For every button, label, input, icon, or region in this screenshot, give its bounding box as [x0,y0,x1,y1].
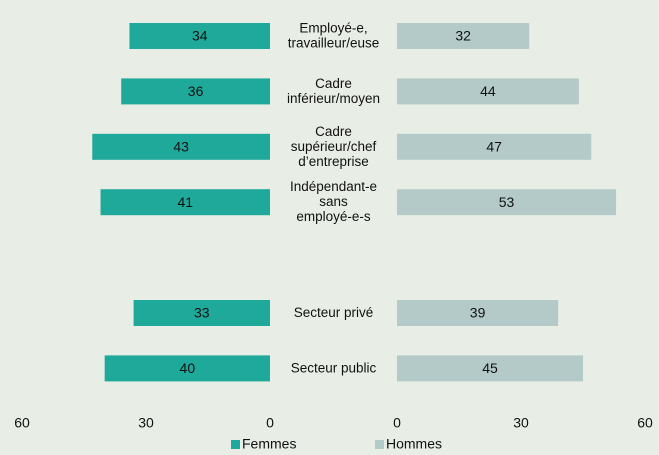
value-label: 33 [194,305,210,321]
value-label: 43 [173,139,189,155]
legend-label: Hommes [386,436,442,452]
category-label: Secteur public [291,360,377,375]
bar [397,133,592,160]
bar [397,355,583,382]
category-line: inférieur/moyen [287,90,380,105]
value-label: 44 [480,83,496,99]
bar [129,23,270,49]
category-line: sans [319,194,348,209]
category-line: Secteur privé [294,305,374,320]
category-line: Cadre [315,123,352,138]
x-tick-label: 0 [393,415,401,431]
value-label: 32 [455,28,471,44]
bar [397,300,559,326]
x-tick-label: 60 [637,415,653,431]
legend-swatch [375,440,384,449]
bar [397,189,617,216]
category-line: travailleur/euse [288,35,380,50]
value-label: 40 [180,360,196,376]
value-label: 34 [192,28,208,44]
bar [397,23,530,49]
category-line: Secteur public [291,360,377,375]
value-label: 36 [188,83,204,99]
category-line: employé-e-s [296,209,371,224]
category-line: d’entreprise [298,153,369,168]
value-label: 47 [486,139,502,155]
bar [100,189,271,216]
category-label: Cadre inférieur/moyen [287,75,380,105]
bar [397,78,579,105]
x-tick-label: 30 [138,415,154,431]
category-label: Cadre supérieur/chef d’entreprise [291,123,377,168]
value-label: 45 [482,360,498,376]
x-tick-label: 30 [513,415,529,431]
bar [104,355,271,382]
value-label: 41 [177,194,193,210]
category-line: Cadre [315,75,352,90]
category-line: Indépendant-e [290,179,377,194]
x-tick-label: 0 [266,415,274,431]
bar [133,300,270,326]
legend-label: Femmes [242,436,296,452]
category-label: Employé-e, travailleur/euse [288,20,380,50]
category-line: Employé-e, [299,20,367,35]
x-tick-label: 60 [14,415,30,431]
category-label: Indépendant-e sans employé-e-s [290,179,377,224]
category-label: Secteur privé [294,305,374,320]
bar [92,133,271,160]
legend-swatch [231,440,240,449]
category-line: supérieur/chef [291,138,377,153]
bar [121,78,270,105]
value-label: 39 [470,305,486,321]
value-label: 53 [499,194,515,210]
